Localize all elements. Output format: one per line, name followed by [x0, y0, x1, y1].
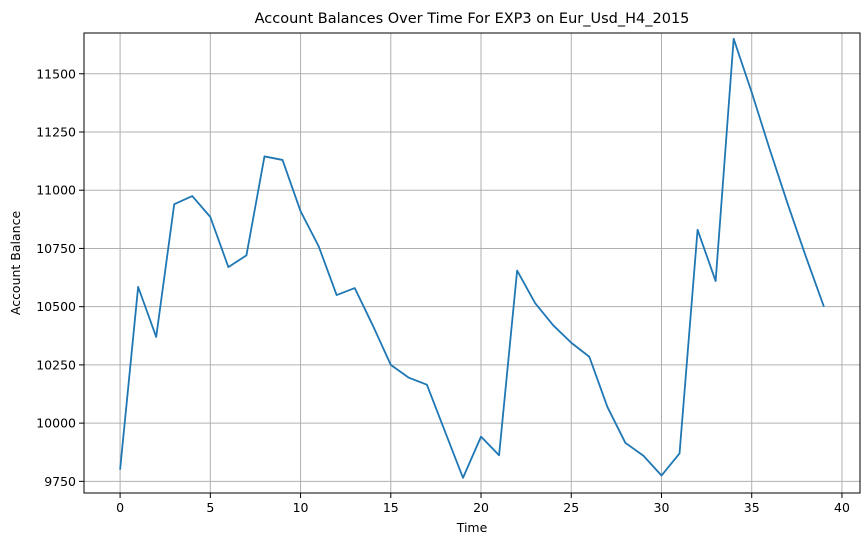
- y-tick-label: 11500: [36, 66, 76, 81]
- chart-title: Account Balances Over Time For EXP3 on E…: [255, 11, 690, 27]
- x-tick-label: 0: [116, 500, 124, 515]
- x-tick-label: 30: [654, 500, 670, 515]
- y-tick-label: 10500: [36, 299, 76, 314]
- y-axis-label: Account Balance: [8, 211, 23, 316]
- y-tick-label: 10000: [36, 416, 76, 431]
- series-layer: [119, 37, 825, 479]
- y-tick-label: 11000: [36, 183, 76, 198]
- y-tick-label: 11250: [36, 124, 76, 139]
- x-tick-label: 20: [473, 500, 489, 515]
- y-tick-label: 10750: [36, 241, 76, 256]
- x-tick-label: 40: [834, 500, 850, 515]
- x-tick-label: 5: [206, 500, 214, 515]
- x-axis-label: Time: [456, 520, 488, 535]
- x-tick-label: 10: [293, 500, 309, 515]
- grid-layer: [84, 33, 860, 493]
- x-tick-label: 15: [383, 500, 399, 515]
- ticks-layer: 0 5 10 15 20 25 30 35 40 9750 10000 10250 10500 10750…: [36, 66, 850, 515]
- x-tick-label: 35: [744, 500, 760, 515]
- x-tick-label: 25: [563, 500, 579, 515]
- plot-frame: [83, 32, 861, 494]
- y-tick-label: 9750: [44, 474, 76, 489]
- series-line: [119, 37, 825, 479]
- y-tick-label: 10250: [36, 357, 76, 372]
